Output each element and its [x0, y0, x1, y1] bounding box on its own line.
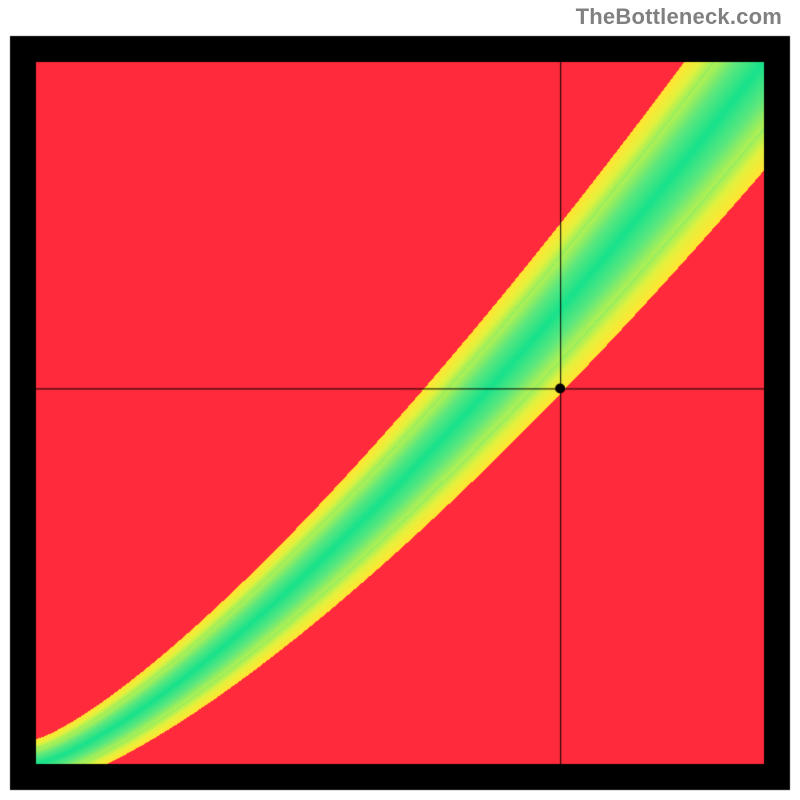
watermark-text: TheBottleneck.com — [576, 4, 782, 30]
chart-container: TheBottleneck.com — [0, 0, 800, 800]
heatmap-canvas — [0, 0, 800, 800]
